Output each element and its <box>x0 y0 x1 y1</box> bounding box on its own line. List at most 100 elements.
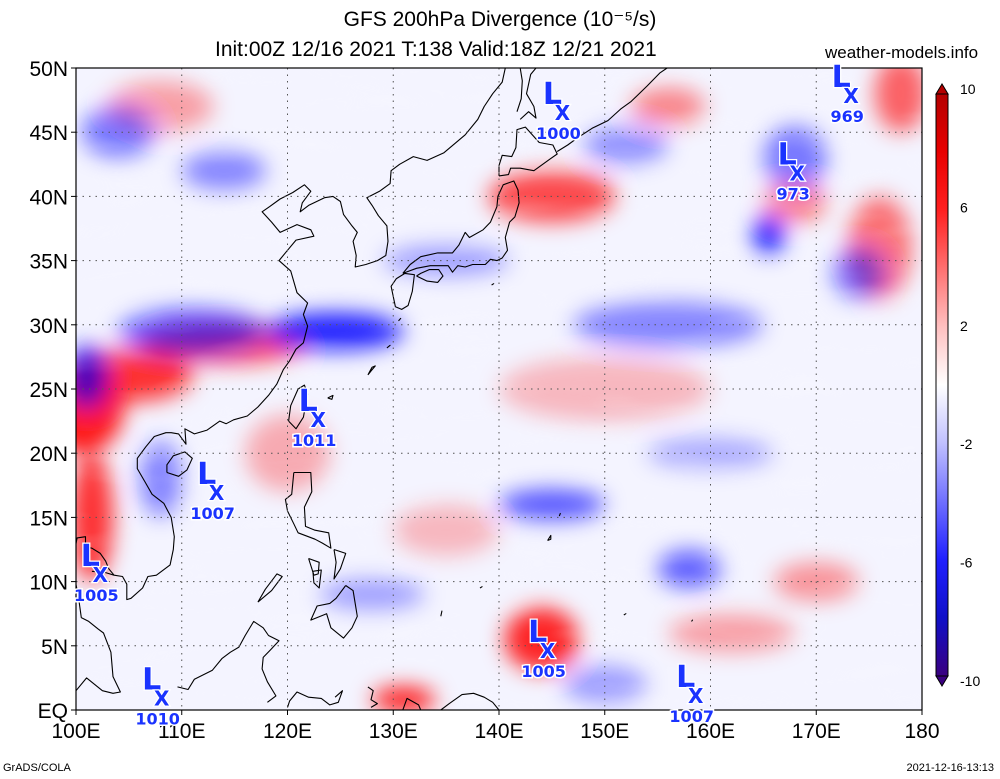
latitude-tick-label: 15N <box>29 507 68 530</box>
low-pressure-value: 1010 <box>135 709 180 728</box>
chart-subtitle: Init:00Z 12/16 2021 T:138 Valid:18Z 12/2… <box>215 38 657 61</box>
coastline <box>288 384 309 430</box>
coastline <box>547 534 552 542</box>
coastline <box>286 690 344 708</box>
low-pressure-value: 969 <box>830 107 863 126</box>
coastline <box>333 548 347 580</box>
longitude-tick-label: 150E <box>580 720 629 743</box>
coastline <box>556 68 668 152</box>
coastline <box>308 557 320 576</box>
coastline <box>284 471 332 549</box>
low-pressure-value: 1005 <box>74 586 119 605</box>
low-pressure-value: 1011 <box>292 431 337 450</box>
grid-lines <box>76 68 922 710</box>
coastline <box>402 180 520 274</box>
coastline <box>516 68 523 112</box>
colorbar-label: 2 <box>960 318 968 334</box>
colorbar-label: 6 <box>960 199 968 215</box>
colorbar-label: -10 <box>960 673 980 689</box>
chart-title: GFS 200hPa Divergence (10⁻⁵/s) <box>343 8 657 31</box>
low-symbol: L <box>676 660 695 695</box>
coastline <box>398 317 402 322</box>
coastline <box>491 283 495 286</box>
coastline <box>498 126 558 177</box>
site-watermark: weather-models.info <box>825 43 979 62</box>
low-symbol: L <box>528 615 547 650</box>
coastline <box>367 686 378 708</box>
latitude-tick-label: 30N <box>29 315 68 338</box>
low-center-marker: X <box>843 84 859 108</box>
latitude-tick-label: 10N <box>29 572 68 595</box>
coastline <box>327 394 334 400</box>
low-pressure-value: 1000 <box>536 124 581 143</box>
software-credit: GrADS/COLA <box>3 762 71 774</box>
latitude-tick-label: EQ <box>38 700 68 723</box>
low-symbol: L <box>81 539 100 574</box>
latitude-tick-label: 40N <box>29 186 68 209</box>
low-pressure-value: 1007 <box>190 504 235 523</box>
longitude-tick-label: 100E <box>51 720 100 743</box>
low-center-marker: X <box>790 161 806 185</box>
coastline <box>310 585 358 639</box>
longitude-tick-label: 120E <box>263 720 312 743</box>
coastlines <box>76 68 694 710</box>
low-symbol: L <box>543 77 562 112</box>
latitude-tick-label: 45N <box>29 122 68 145</box>
coastline <box>691 619 694 622</box>
longitude-tick-label: 110E <box>158 720 206 743</box>
low-pressure-value: 1007 <box>669 707 714 726</box>
low-symbol: L <box>197 457 216 492</box>
coastline <box>76 68 506 694</box>
latitude-tick-label: 25N <box>29 379 68 402</box>
low-pressure-value: 1005 <box>521 662 566 681</box>
longitude-tick-label: 180 <box>904 720 939 743</box>
low-center-marker: X <box>93 563 109 587</box>
longitude-tick-label: 170E <box>792 720 841 743</box>
low-center-marker: X <box>154 686 170 710</box>
low-center-marker: X <box>555 101 571 125</box>
colorbar-label: -6 <box>960 555 973 571</box>
coastline <box>558 512 561 517</box>
colorbar: 10 6 2 -2 -6 -10 <box>935 81 980 689</box>
coastline <box>367 365 376 376</box>
low-center-marker: X <box>540 639 556 663</box>
coastline <box>91 570 115 576</box>
coastline <box>257 573 283 603</box>
low-symbol: L <box>778 137 797 172</box>
coastline <box>166 451 193 477</box>
low-symbol: L <box>299 384 318 419</box>
latitude-tick-label: 50N <box>29 58 68 81</box>
colorbar-label: -2 <box>960 436 973 452</box>
coastline <box>386 344 391 349</box>
coastline <box>177 620 280 703</box>
low-center-marker: X <box>688 684 704 708</box>
colorbar-scale <box>935 93 949 677</box>
low-symbol: L <box>832 60 851 95</box>
longitude-ticks: 100E 110E 120E 130E 140E 150E 160E 170E 180 <box>51 710 940 743</box>
latitude-tick-label: 5N <box>41 636 68 659</box>
longitude-tick-label: 140E <box>474 720 523 743</box>
colorbar-top-cap <box>935 83 949 95</box>
coastline <box>440 610 443 617</box>
latitude-tick-label: 35N <box>29 251 68 274</box>
longitude-tick-label: 130E <box>369 720 418 743</box>
low-symbol: L <box>142 662 161 697</box>
colorbar-labels: 10 6 2 -2 -6 -10 <box>960 81 980 689</box>
low-center-marker: X <box>209 481 225 505</box>
low-pressure-markers: LX1000LX969LX973LX1011LX1007LX1005LX1005… <box>73 59 866 730</box>
latitude-tick-label: 20N <box>29 443 68 466</box>
colorbar-label: 10 <box>960 81 976 97</box>
coastline <box>416 269 444 283</box>
low-pressure-value: 973 <box>777 184 810 203</box>
coastline <box>312 569 322 589</box>
coastline <box>519 68 537 120</box>
